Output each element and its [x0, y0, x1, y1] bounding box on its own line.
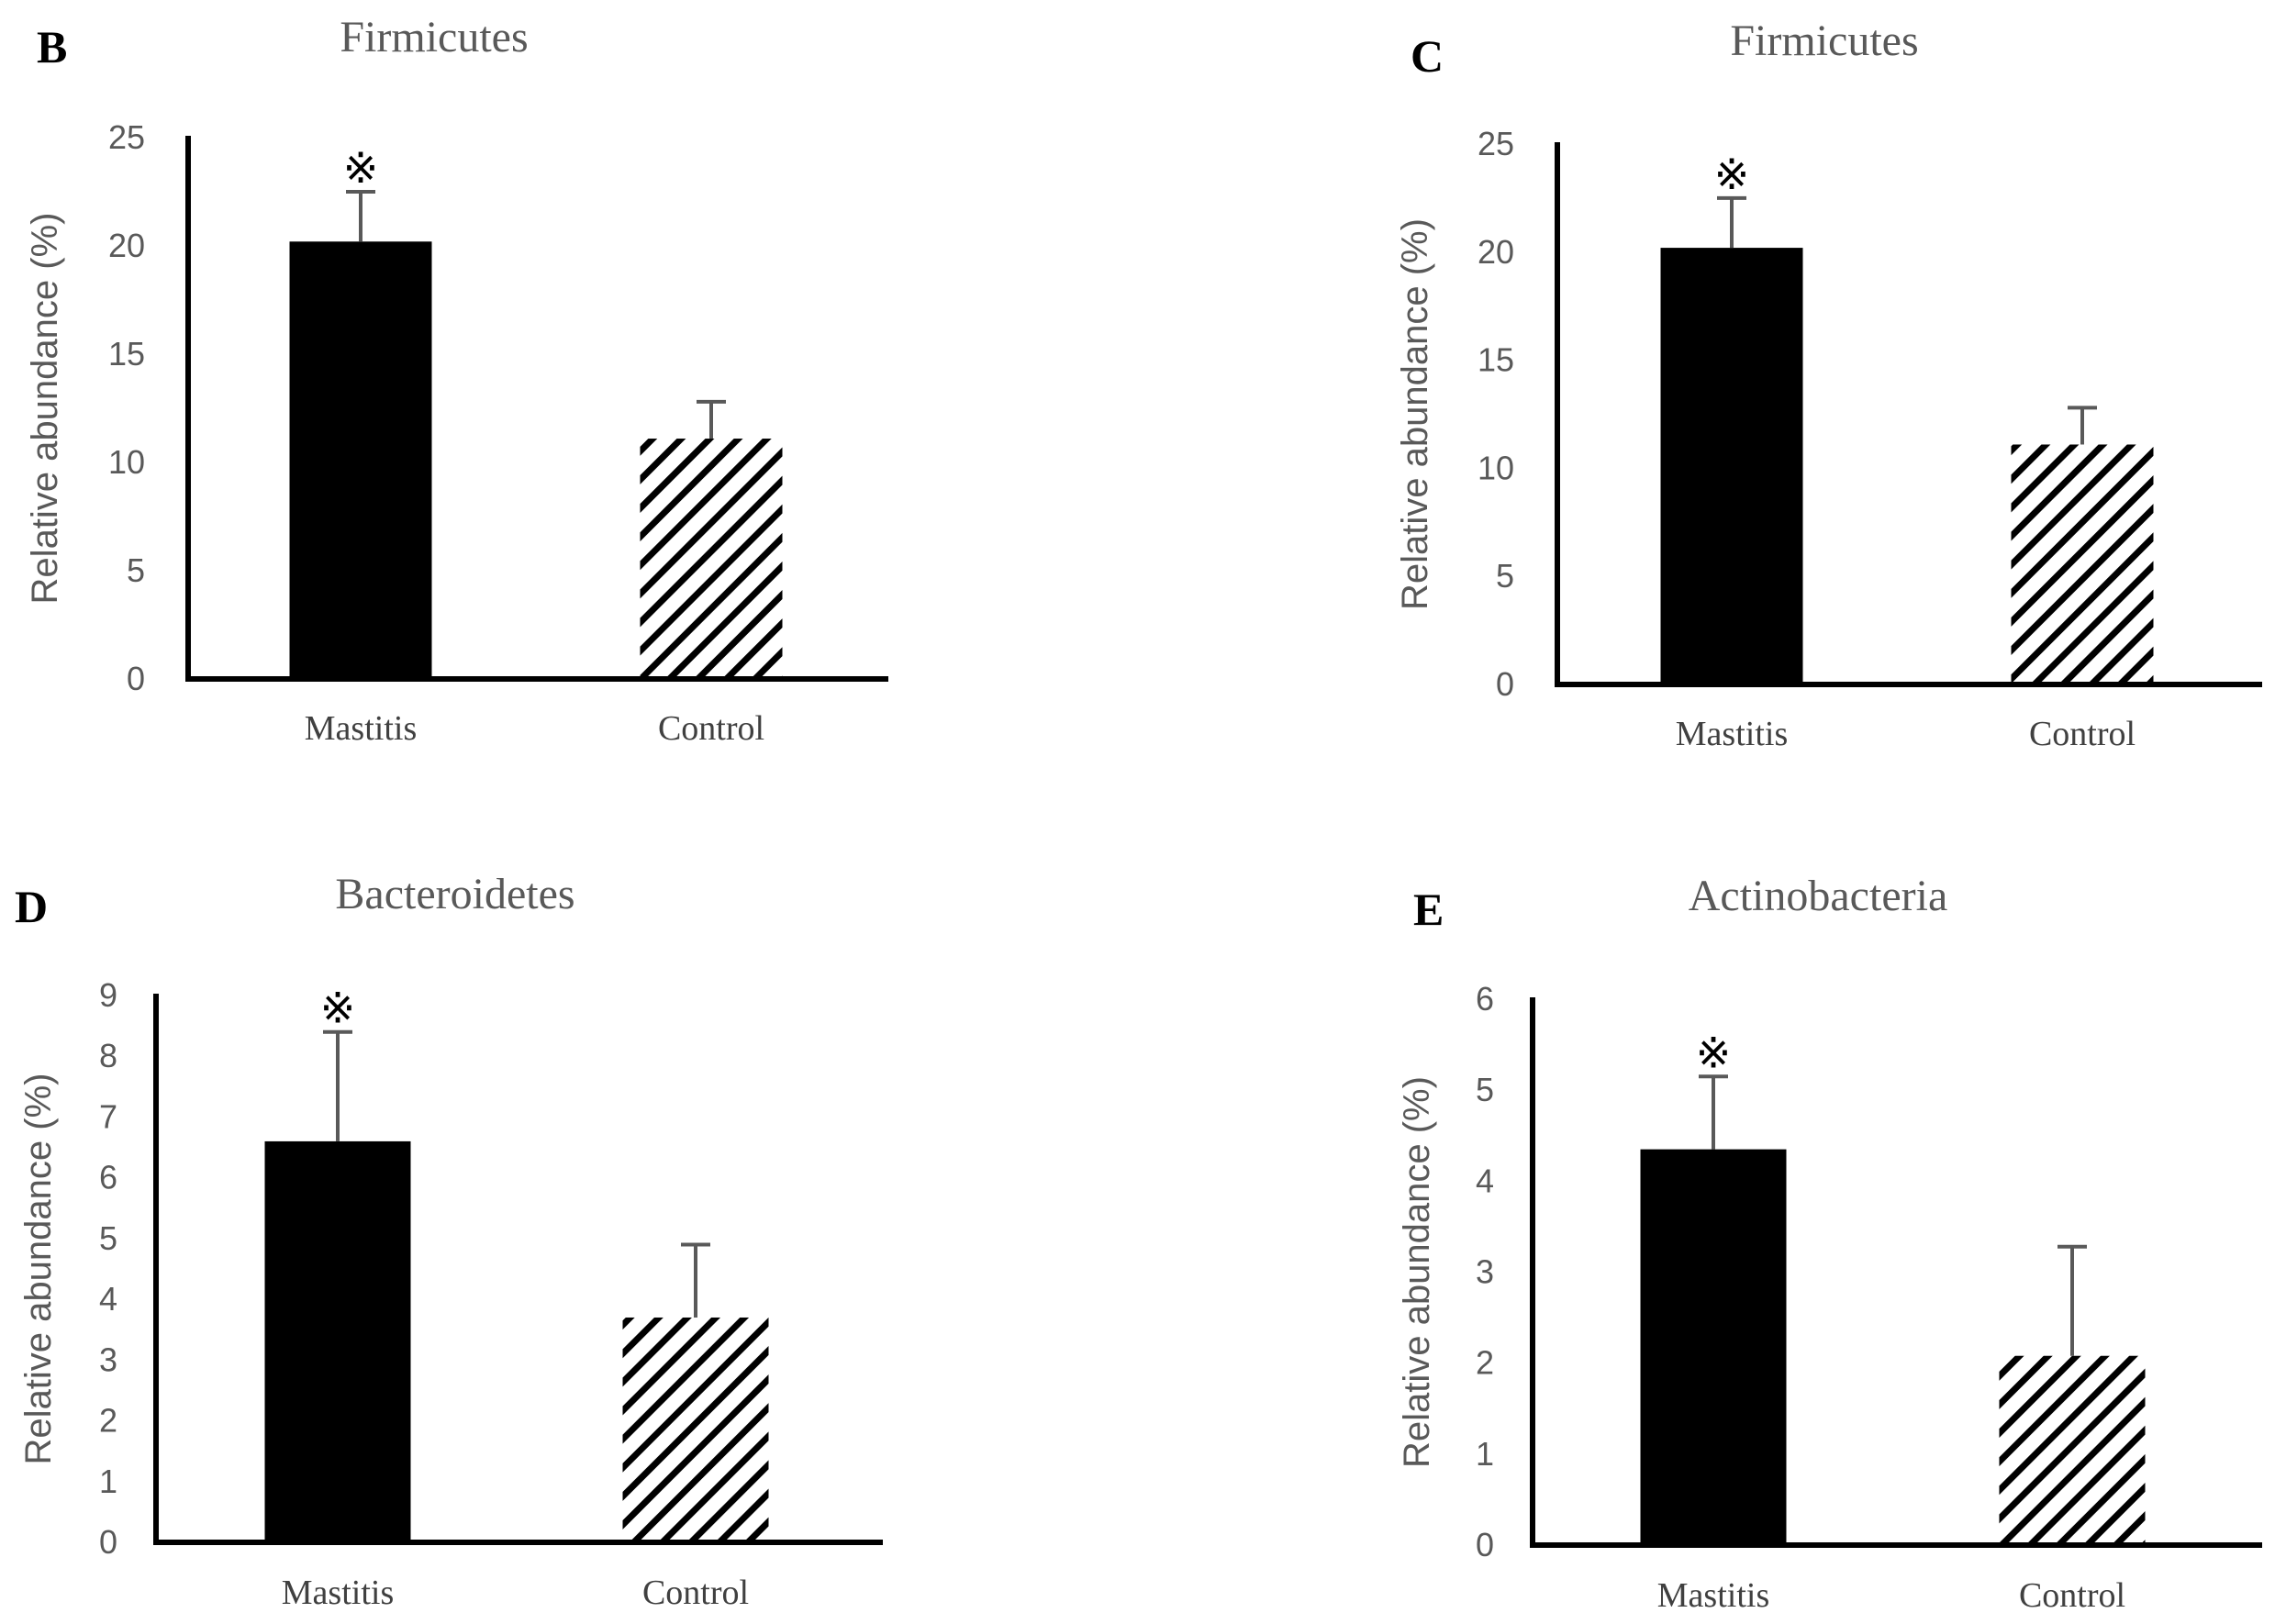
y-axis-title: Relative abundance (%)	[1395, 218, 1435, 610]
y-tick-label: 6	[99, 1159, 117, 1196]
y-tick-label: 5	[1476, 1071, 1494, 1108]
y-tick-label: 0	[99, 1523, 117, 1561]
error-bar	[681, 1242, 710, 1318]
y-tick-label: 2	[1476, 1344, 1494, 1382]
y-tick-label: 9	[99, 976, 117, 1014]
x-category-label: Control	[658, 709, 764, 748]
y-tick-label: 25	[108, 118, 145, 156]
error-bar	[2068, 406, 2097, 445]
y-tick-label: 15	[108, 335, 145, 373]
y-tick-label: 7	[99, 1097, 117, 1135]
chart-title: Actinobacteria	[1689, 872, 1948, 920]
chart-panel-c: C Firmicutes Relative abundance (%) 0 5 10 15 2…	[1395, 17, 2262, 753]
y-tick-label: 25	[1478, 125, 1514, 162]
y-tick-label: 3	[1476, 1253, 1494, 1291]
bar-control	[1999, 1355, 2146, 1545]
error-bar	[323, 1029, 352, 1141]
error-bar	[2058, 1244, 2087, 1356]
chart-title: Firmicutes	[1730, 17, 1918, 65]
panel-letter: B	[37, 21, 67, 72]
error-bar	[1717, 195, 1746, 249]
significance-mark: ※	[343, 143, 379, 193]
bar-control	[640, 439, 783, 679]
x-category-label: Control	[642, 1574, 749, 1612]
bar-mastitis	[1640, 1149, 1787, 1545]
bar-control	[2011, 444, 2154, 684]
chart-panel-e: E Actinobacteria Relative abundance (%) 0 1 2…	[1397, 872, 2262, 1615]
y-tick-label: 20	[108, 227, 145, 264]
x-category-label: Control	[2029, 715, 2136, 753]
error-bar	[697, 399, 726, 439]
y-tick-label: 0	[127, 660, 145, 697]
chart-title: Bacteroidetes	[335, 870, 574, 918]
y-tick-label: 5	[1496, 557, 1514, 595]
x-category-label: Mastitis	[1676, 715, 1788, 753]
y-axis-title: Relative abundance (%)	[25, 213, 65, 605]
y-tick-label: 15	[1478, 341, 1514, 379]
y-tick-label: 3	[99, 1340, 117, 1378]
y-tick-label: 4	[99, 1280, 117, 1318]
chart-panel-b: B Firmicutes Relative abundance (%) 0 5 10 15 2…	[25, 13, 888, 748]
bar-control	[622, 1317, 769, 1542]
x-category-label: Mastitis	[1657, 1576, 1769, 1615]
y-tick-label: 1	[1476, 1435, 1494, 1473]
y-tick-label: 1	[99, 1463, 117, 1500]
panel-letter: E	[1413, 884, 1444, 935]
y-tick-label: 5	[99, 1219, 117, 1257]
significance-mark: ※	[1714, 150, 1750, 199]
y-tick-label: 8	[99, 1037, 117, 1074]
error-bar	[346, 190, 375, 242]
y-axis-title: Relative abundance (%)	[1397, 1076, 1437, 1468]
bar-mastitis	[289, 241, 432, 679]
y-tick-label: 10	[108, 443, 145, 481]
x-category-label: Control	[2019, 1576, 2125, 1615]
x-category-label: Mastitis	[305, 709, 417, 748]
panel-letter: C	[1411, 30, 1444, 82]
y-tick-label: 2	[99, 1402, 117, 1440]
y-tick-label: 4	[1476, 1162, 1494, 1199]
significance-mark: ※	[1696, 1028, 1732, 1077]
y-axis-title: Relative abundance (%)	[18, 1073, 59, 1465]
chart-panel-d: D Bacteroidetes Relative abundance (%) 0 1 2 3…	[15, 870, 883, 1612]
y-tick-label: 5	[127, 551, 145, 589]
y-tick-label: 20	[1478, 233, 1514, 271]
y-tick-label: 6	[1476, 980, 1494, 1018]
significance-mark: ※	[320, 984, 356, 1033]
panel-letter: D	[15, 881, 48, 932]
y-tick-label: 0	[1476, 1526, 1494, 1563]
x-category-label: Mastitis	[282, 1574, 394, 1612]
error-bar	[1699, 1074, 1728, 1150]
bar-mastitis	[264, 1140, 411, 1542]
y-tick-label: 0	[1496, 665, 1514, 703]
chart-title: Firmicutes	[340, 13, 528, 61]
bar-mastitis	[1660, 248, 1803, 684]
y-tick-label: 10	[1478, 449, 1514, 486]
